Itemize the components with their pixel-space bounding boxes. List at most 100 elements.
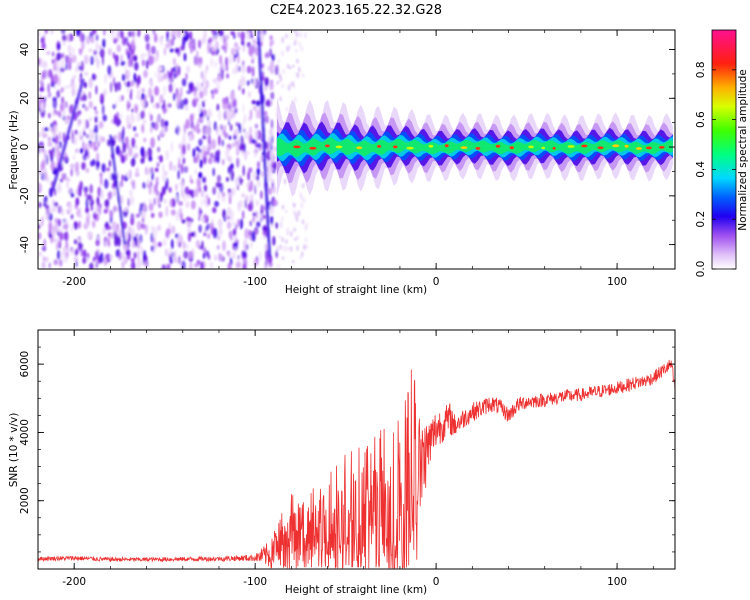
heatmap-noise-cell — [237, 218, 240, 227]
heatmap-noise-cell — [232, 251, 236, 260]
heatmap-noise-cell — [237, 31, 240, 38]
heatmap-noise-cell — [264, 77, 270, 87]
heatmap-noise-cell — [127, 70, 131, 78]
heatmap-noise-cell — [246, 80, 250, 86]
heatmap-noise-cell — [170, 141, 174, 153]
heatmap-noise-cell — [77, 238, 82, 243]
snr-series-group — [38, 359, 675, 569]
heatmap-noise-cell — [239, 143, 244, 152]
heatmap-noise-cell — [139, 203, 145, 208]
heatmap-noise-cell — [50, 73, 54, 85]
heatmap-noise-cell — [242, 88, 245, 95]
heatmap-noise-cell — [258, 251, 262, 261]
heatmap-noise-cell — [169, 198, 174, 208]
heatmap-noise-cell — [75, 260, 78, 268]
heatmap-noise-cell — [232, 68, 236, 75]
heatmap-noise-cell — [38, 132, 41, 138]
heatmap-noise-cell — [181, 144, 186, 155]
heatmap-noise-cell — [273, 146, 278, 152]
heatmap-noise-cell — [159, 155, 163, 163]
heatmap-noise-cell — [157, 199, 161, 205]
heatmap-noise-cell — [58, 259, 63, 267]
heatmap-noise-cell — [285, 239, 288, 244]
heatmap-noise-cell — [236, 157, 239, 169]
heatmap-noise-cell — [225, 152, 230, 161]
heatmap-noise-cell — [293, 227, 296, 232]
heatmap-noise-cell — [134, 61, 139, 71]
heatmap-noise-cell — [240, 31, 246, 41]
heatmap-noise-cell — [241, 39, 245, 46]
heatmap-noise-cell — [116, 44, 122, 53]
heatmap-noise-cell — [115, 226, 119, 234]
heatmap-signal-hotspot — [495, 144, 501, 148]
heatmap-noise-cell — [88, 117, 93, 122]
heatmap-noise-cell — [133, 252, 137, 259]
heatmap-noise-cell — [128, 57, 131, 68]
heatmap-noise-cell — [242, 165, 245, 177]
heatmap-noise-cell — [302, 73, 305, 78]
heatmap-noise-cell — [213, 88, 219, 95]
heatmap-noise-cell — [235, 63, 239, 74]
heatmap-signal-hotspot — [475, 147, 481, 150]
heatmap-noise-cell — [82, 94, 87, 102]
heatmap-noise-cell — [203, 150, 207, 158]
heatmap-noise-cell — [44, 168, 47, 178]
heatmap-noise-cell — [268, 128, 274, 137]
heatmap-noise-cell — [178, 201, 183, 206]
heatmap-noise-cell — [178, 157, 181, 168]
heatmap-noise-cell — [266, 99, 271, 106]
heatmap-noise-cell — [202, 75, 206, 84]
heatmap-noise-cell — [61, 86, 64, 93]
heatmap-noise-cell — [120, 155, 126, 164]
heatmap-noise-cell — [188, 134, 192, 142]
heatmap-noise-cell — [154, 72, 157, 78]
heatmap-noise-cell — [165, 248, 168, 257]
heatmap-noise-cell — [135, 32, 138, 37]
heatmap-noise-cell — [85, 207, 89, 214]
heatmap-noise-cell — [130, 217, 135, 226]
heatmap-noise-cell — [49, 233, 53, 239]
heatmap-noise-cell — [89, 133, 93, 141]
heatmap-noise-cell — [178, 143, 182, 150]
heatmap-noise-cell — [164, 120, 169, 127]
heatmap-noise-cell — [151, 225, 154, 231]
heatmap-noise-cell — [141, 217, 145, 223]
heatmap-noise-cell — [255, 100, 261, 107]
heatmap-signal-hotspot — [335, 145, 343, 149]
heatmap-noise-cell — [84, 71, 89, 77]
heatmap-noise-cell — [190, 179, 194, 184]
heatmap-noise-cell — [154, 167, 159, 172]
heatmap-noise-cell — [166, 31, 169, 43]
heatmap-noise-cell — [215, 49, 219, 56]
heatmap-noise-cell — [170, 239, 174, 250]
heatmap-noise-cell — [264, 52, 270, 59]
heatmap-noise-cell — [86, 133, 90, 139]
heatmap-noise-cell — [133, 126, 137, 132]
heatmap-noise-cell — [150, 137, 156, 149]
heatmap-noise-cell — [93, 145, 99, 152]
heatmap-noise-cell — [53, 83, 57, 90]
heatmap-noise-cell — [256, 168, 261, 176]
heatmap-noise-cell — [226, 206, 232, 217]
heatmap-noise-cell — [173, 164, 177, 172]
heatmap-noise-cell — [60, 58, 65, 69]
heatmap-signal-band — [276, 137, 673, 157]
heatmap-noise-cell — [103, 30, 106, 36]
heatmap-noise-cell — [89, 184, 93, 194]
heatmap-noise-cell — [217, 191, 221, 200]
heatmap-noise-cell — [152, 226, 158, 238]
heatmap-noise-cell — [284, 209, 288, 214]
heatmap-y-tick-label: 20 — [19, 92, 31, 105]
heatmap-noise-cell — [46, 51, 51, 55]
heatmap-noise-cell — [185, 200, 190, 209]
heatmap-noise-cell — [255, 109, 261, 119]
heatmap-noise-cell — [214, 254, 218, 261]
heatmap-noise-cell — [48, 127, 53, 132]
heatmap-noise-cell — [217, 73, 222, 83]
heatmap-noise-cell — [282, 68, 285, 74]
heatmap-x-tick-label: 100 — [607, 276, 627, 288]
heatmap-noise-cell — [289, 66, 292, 70]
heatmap-y-ticks: -40 -20 0 20 40 — [19, 43, 675, 270]
heatmap-noise-cell — [93, 106, 97, 111]
heatmap-noise-cell — [109, 215, 113, 224]
